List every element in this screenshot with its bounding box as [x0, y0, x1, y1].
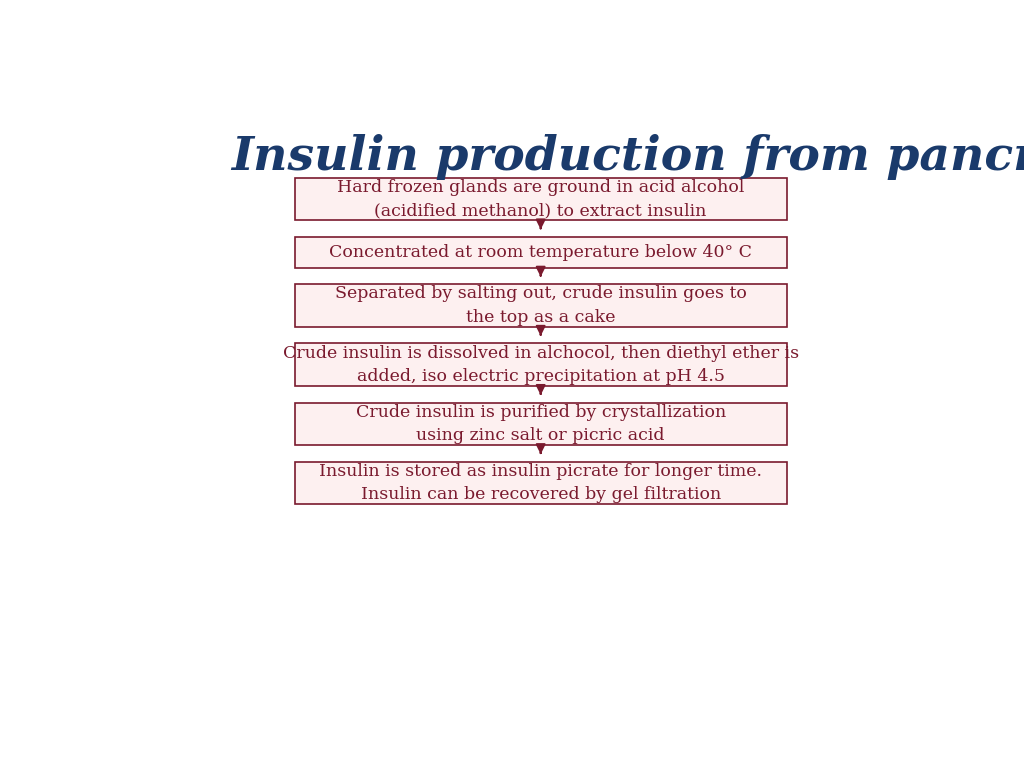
FancyBboxPatch shape	[295, 237, 786, 268]
FancyBboxPatch shape	[295, 402, 786, 445]
Text: Hard frozen glands are ground in acid alcohol
(acidified methanol) to extract in: Hard frozen glands are ground in acid al…	[337, 179, 744, 220]
Text: Concentrated at room temperature below 40° C: Concentrated at room temperature below 4…	[329, 244, 753, 261]
Text: Insulin is stored as insulin picrate for longer time.
Insulin can be recovered b: Insulin is stored as insulin picrate for…	[319, 463, 762, 503]
Text: Crude insulin is dissolved in alchocol, then diethyl ether is
added, iso electri: Crude insulin is dissolved in alchocol, …	[283, 345, 799, 385]
Text: Separated by salting out, crude insulin goes to
the top as a cake: Separated by salting out, crude insulin …	[335, 286, 746, 326]
FancyBboxPatch shape	[295, 284, 786, 327]
Text: Crude insulin is purified by crystallization
using zinc salt or picric acid: Crude insulin is purified by crystalliza…	[355, 404, 726, 444]
Text: Insulin production from pancreas: Insulin production from pancreas	[231, 134, 1024, 180]
FancyBboxPatch shape	[295, 343, 786, 386]
FancyBboxPatch shape	[295, 178, 786, 220]
FancyBboxPatch shape	[295, 462, 786, 505]
